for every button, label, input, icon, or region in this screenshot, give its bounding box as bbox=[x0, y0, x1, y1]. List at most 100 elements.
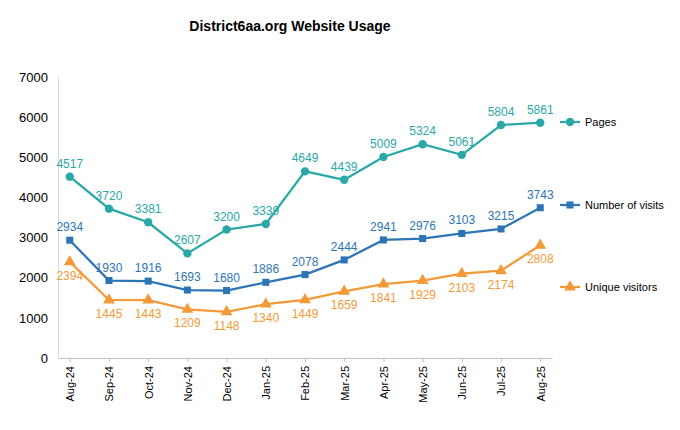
series-line bbox=[70, 245, 540, 312]
x-tick-mark bbox=[383, 358, 384, 362]
data-label: 2103 bbox=[448, 281, 475, 295]
x-tick: Jun-25 bbox=[456, 358, 468, 400]
data-label: 1209 bbox=[174, 316, 201, 330]
chart: District6aa.org Website Usage01000200030… bbox=[0, 0, 680, 430]
x-tick-label: Oct-24 bbox=[143, 366, 155, 399]
data-label: 1340 bbox=[252, 311, 279, 325]
x-tick-label: Dec-24 bbox=[221, 366, 233, 401]
marker bbox=[145, 278, 152, 285]
data-label: 4649 bbox=[292, 151, 319, 165]
data-label: 1443 bbox=[135, 307, 162, 321]
marker bbox=[222, 225, 230, 233]
marker bbox=[419, 235, 426, 242]
series-line bbox=[70, 123, 540, 254]
marker bbox=[299, 293, 311, 303]
x-tick: Oct-24 bbox=[143, 358, 155, 399]
marker bbox=[181, 303, 193, 313]
data-label: 3743 bbox=[527, 188, 554, 202]
data-label: 1148 bbox=[214, 319, 240, 333]
marker bbox=[417, 274, 429, 284]
marker bbox=[221, 305, 233, 315]
x-tick: Aug-24 bbox=[64, 358, 76, 401]
data-label: 2808 bbox=[527, 252, 554, 266]
x-tick-mark bbox=[540, 358, 541, 362]
y-tick-label: 3000 bbox=[19, 230, 48, 245]
x-tick-label: Feb-25 bbox=[299, 366, 311, 401]
y-axis: 0 1000 2000 3000 4000 5000 6000 7000 bbox=[19, 70, 58, 366]
data-label: 2934 bbox=[56, 220, 83, 234]
x-axis: Aug-24 Sep-24 Oct-24 Nov-24 Dec-24 Jan-25 Feb-… bbox=[59, 358, 553, 403]
x-tick-label: Nov-24 bbox=[182, 366, 194, 401]
data-label: 1841 bbox=[370, 291, 397, 305]
x-tick-label: Sep-24 bbox=[103, 366, 115, 401]
data-label: 4517 bbox=[56, 157, 83, 171]
marker bbox=[338, 285, 350, 295]
legend-marker bbox=[566, 118, 574, 126]
data-label: 2394 bbox=[56, 269, 83, 283]
data-label: 5324 bbox=[409, 124, 436, 138]
marker bbox=[456, 267, 468, 277]
x-tick-mark bbox=[148, 358, 149, 362]
marker bbox=[260, 297, 272, 307]
marker bbox=[262, 279, 269, 286]
x-tick-mark bbox=[227, 358, 228, 362]
data-label: 3381 bbox=[135, 202, 162, 216]
plot-area bbox=[64, 119, 546, 316]
data-label: 5861 bbox=[527, 103, 554, 117]
y-tick-label: 6000 bbox=[19, 110, 48, 125]
x-tick-mark bbox=[70, 358, 71, 362]
y-tick: 3000 bbox=[19, 230, 58, 245]
x-tick: Feb-25 bbox=[299, 358, 311, 401]
marker bbox=[103, 293, 115, 303]
data-label: 3339 bbox=[252, 204, 279, 218]
y-tick: 4000 bbox=[19, 190, 58, 205]
x-tick-label: Mar-25 bbox=[339, 366, 351, 401]
marker bbox=[536, 119, 544, 127]
x-tick-mark bbox=[501, 358, 502, 362]
marker bbox=[301, 271, 308, 278]
data-label: 2174 bbox=[488, 278, 515, 292]
y-tick-label: 5000 bbox=[19, 150, 48, 165]
y-axis-line bbox=[58, 78, 59, 359]
x-tick-mark bbox=[187, 358, 188, 362]
x-tick: May-25 bbox=[417, 358, 429, 403]
data-label: 1445 bbox=[96, 307, 123, 321]
data-label: 1659 bbox=[331, 298, 358, 312]
data-label: 5061 bbox=[448, 135, 475, 149]
x-tick-mark bbox=[462, 358, 463, 362]
y-tick-label: 0 bbox=[41, 351, 48, 366]
marker bbox=[458, 230, 465, 237]
marker bbox=[184, 287, 191, 294]
y-tick-label: 7000 bbox=[19, 70, 48, 85]
data-label: 2078 bbox=[292, 255, 319, 269]
legend-marker bbox=[566, 201, 573, 208]
marker bbox=[66, 237, 73, 244]
y-tick: 0 bbox=[41, 351, 58, 366]
marker bbox=[262, 220, 270, 228]
x-tick-label: Jul-25 bbox=[495, 366, 507, 396]
y-tick-label: 2000 bbox=[19, 270, 48, 285]
legend-item: Unique visitors bbox=[560, 280, 658, 293]
marker bbox=[301, 167, 309, 175]
marker bbox=[64, 255, 76, 265]
y-tick: 1000 bbox=[19, 311, 58, 326]
data-label: 1680 bbox=[213, 271, 240, 285]
data-label: 1916 bbox=[135, 261, 162, 275]
marker bbox=[379, 153, 387, 161]
x-tick: Jul-25 bbox=[495, 358, 507, 396]
x-tick-label: Jun-25 bbox=[456, 366, 468, 400]
x-tick-mark bbox=[109, 358, 110, 362]
data-label: 2444 bbox=[331, 240, 358, 254]
data-label: 1930 bbox=[96, 261, 123, 275]
x-tick-label: Apr-25 bbox=[378, 366, 390, 399]
marker bbox=[183, 249, 191, 257]
data-label: 4439 bbox=[331, 160, 358, 174]
y-tick: 6000 bbox=[19, 110, 58, 125]
data-label: 2976 bbox=[409, 219, 436, 233]
marker bbox=[144, 218, 152, 226]
data-label: 2607 bbox=[174, 233, 201, 247]
marker bbox=[534, 238, 546, 248]
data-label: 1929 bbox=[409, 288, 436, 302]
y-tick-label: 1000 bbox=[19, 311, 48, 326]
x-tick-label: Jan-25 bbox=[260, 366, 272, 400]
